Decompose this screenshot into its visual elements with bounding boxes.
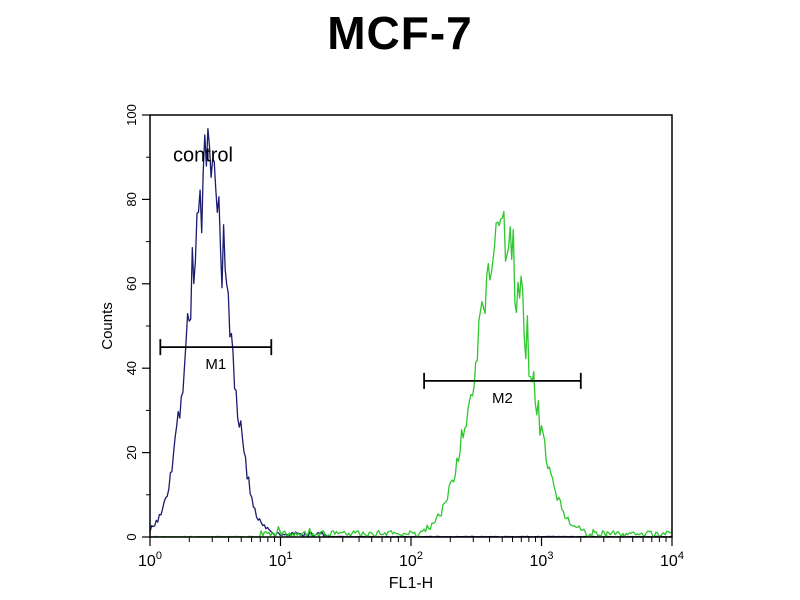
x-tick-label: 100 bbox=[138, 550, 162, 570]
axis-tick-labels: 0 20 40 60 80 100 100 101 102 103 104 bbox=[124, 104, 684, 570]
histogram-curves bbox=[149, 127, 672, 538]
y-axis-title: Counts bbox=[99, 302, 116, 350]
plot-frame bbox=[149, 114, 673, 538]
x-tick-label: 104 bbox=[660, 550, 684, 570]
chart-title: MCF-7 bbox=[327, 7, 473, 59]
axis-ticks bbox=[142, 114, 673, 546]
marker-label-M2: M2 bbox=[492, 390, 513, 407]
x-tick-label: 102 bbox=[399, 550, 423, 570]
gate-markers: M1 M2 control bbox=[159, 144, 582, 407]
annotation-control: control bbox=[173, 144, 233, 166]
curve-stained bbox=[149, 210, 672, 538]
x-axis-title: FL1-H bbox=[389, 575, 433, 592]
curve-control bbox=[149, 127, 672, 538]
y-tick-label: 0 bbox=[124, 533, 139, 540]
x-tick-label: 103 bbox=[530, 550, 554, 570]
y-tick-label: 80 bbox=[124, 192, 139, 206]
x-tick-label: 101 bbox=[269, 550, 293, 570]
y-tick-label: 40 bbox=[124, 361, 139, 375]
y-tick-label: 100 bbox=[124, 104, 139, 126]
y-tick-label: 60 bbox=[124, 277, 139, 291]
y-tick-label: 20 bbox=[124, 445, 139, 459]
marker-label-M1: M1 bbox=[205, 356, 226, 373]
